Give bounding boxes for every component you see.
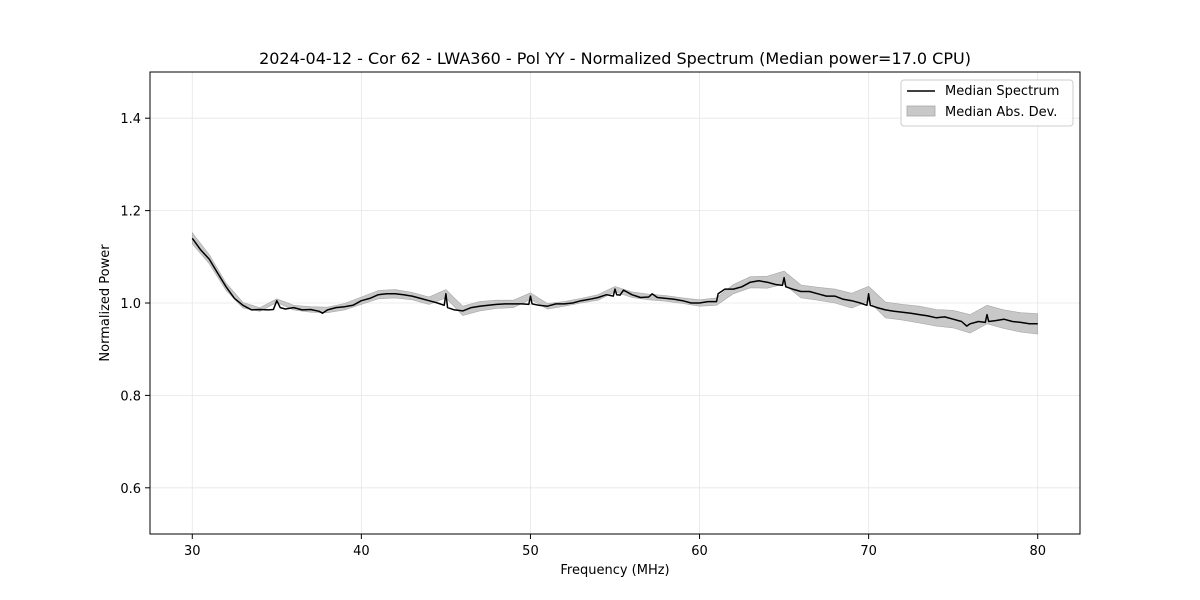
legend-label-median-abs-dev: Median Abs. Dev.: [945, 105, 1057, 120]
x-tick-label: 30: [184, 544, 201, 559]
x-tick-label: 80: [1029, 544, 1046, 559]
x-tick-label: 40: [353, 544, 370, 559]
y-gridlines: [150, 117, 1080, 489]
median-abs-dev-band: [192, 231, 1038, 335]
x-tick-label: 70: [860, 544, 877, 559]
median-spectrum-line: [191, 237, 1038, 327]
y-tick-label: 0.6: [120, 482, 141, 497]
x-axis-label: Frequency (MHz): [560, 563, 669, 578]
legend-frame: [900, 79, 1074, 127]
legend: Median Spectrum Median Abs. Dev.: [900, 79, 1074, 127]
y-axis-label: Normalized Power: [98, 244, 113, 362]
legend-band-swatch: [906, 105, 936, 117]
y-tick-label: 0.8: [120, 389, 141, 404]
chart-title: 2024-04-12 - Cor 62 - LWA360 - Pol YY - …: [259, 49, 971, 68]
y-tick-label: 1.2: [120, 205, 141, 220]
x-axis: 30 40 50 60 70 80: [184, 534, 1046, 559]
x-tick-label: 60: [691, 544, 708, 559]
y-tick-label: 1.0: [120, 297, 141, 312]
legend-label-median-spectrum: Median Spectrum: [945, 84, 1059, 99]
y-axis: 0.6 0.8 1.0 1.2 1.4: [120, 112, 150, 497]
y-tick-label: 1.4: [120, 112, 141, 127]
x-tick-label: 50: [522, 544, 539, 559]
